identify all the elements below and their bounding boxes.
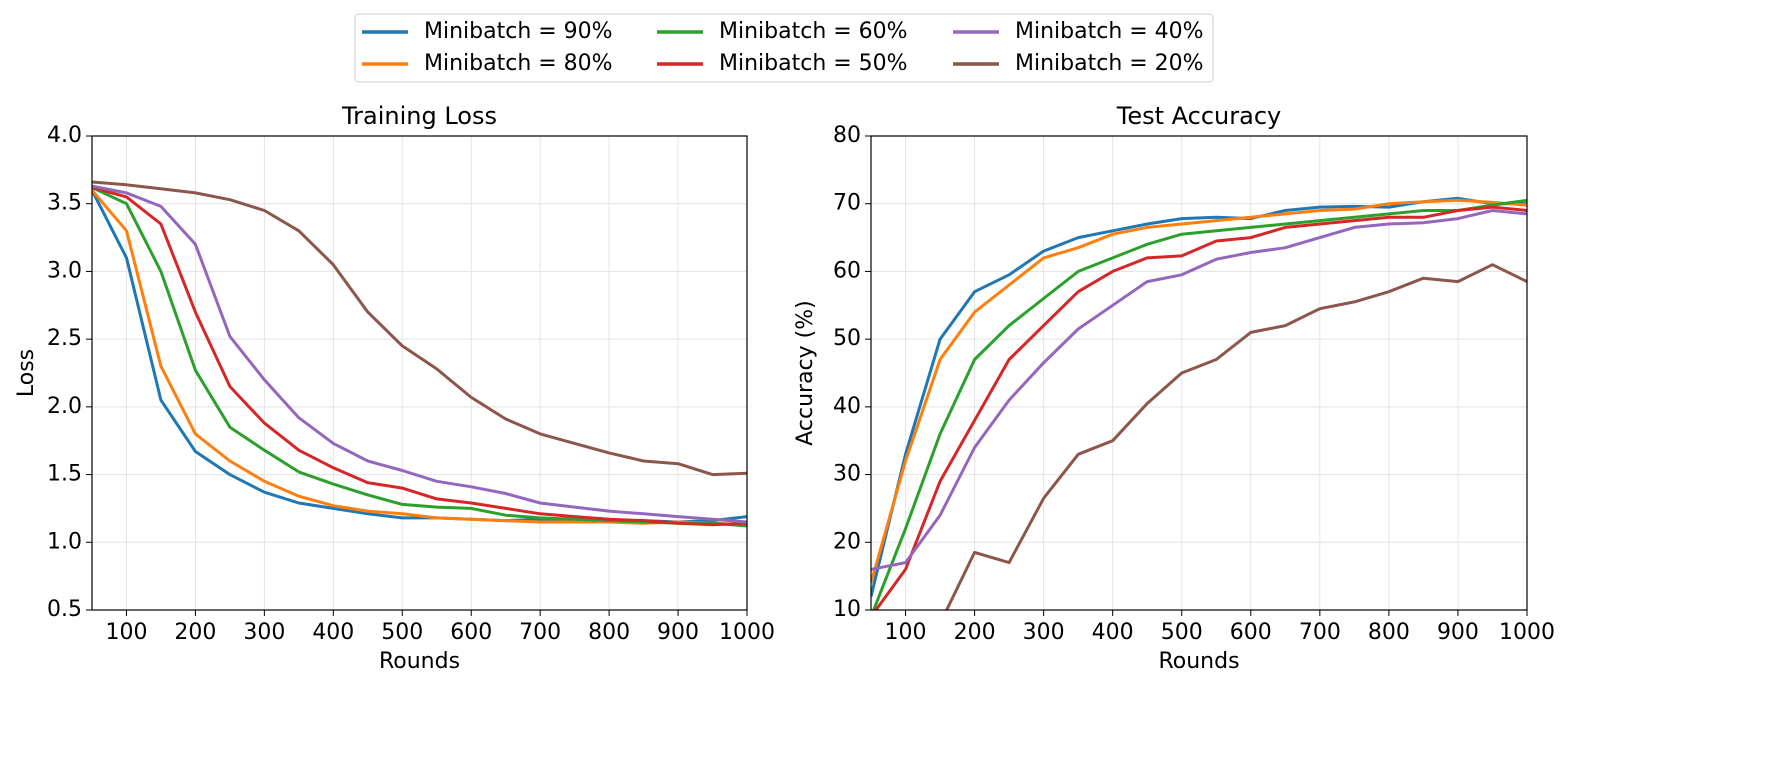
x-tick-label: 1000 <box>719 620 775 645</box>
y-tick-label: 60 <box>833 258 861 283</box>
x-tick-label: 600 <box>450 620 492 645</box>
y-tick-label: 40 <box>833 394 861 419</box>
x-tick-label: 900 <box>657 620 699 645</box>
y-tick-label: 0.5 <box>47 597 82 622</box>
x-tick-label: 200 <box>954 620 996 645</box>
y-tick-label: 3.5 <box>47 191 82 216</box>
data-line <box>92 180 747 477</box>
x-tick-label: 100 <box>885 620 927 645</box>
y-axis-label: Loss <box>14 349 39 397</box>
data-line <box>871 198 1527 584</box>
data-line <box>944 263 1527 610</box>
y-tick-label: 50 <box>833 326 861 351</box>
axes-frame <box>870 135 1528 611</box>
data-line <box>874 205 1527 610</box>
legend-label: Minibatch = 60% <box>719 19 908 44</box>
y-tick-label: 20 <box>833 529 861 554</box>
chart-title: Test Accuracy <box>1116 102 1281 130</box>
x-axis-label: Rounds <box>379 649 460 674</box>
x-tick-label: 500 <box>1161 620 1203 645</box>
y-axis-label: Accuracy (%) <box>793 300 818 446</box>
data-line <box>92 184 747 524</box>
y-tick-label: 2.0 <box>47 394 82 419</box>
data-line <box>871 196 1527 597</box>
x-tick-label: 800 <box>1368 620 1410 645</box>
y-tick-label: 3.0 <box>47 258 82 283</box>
x-tick-label: 700 <box>519 620 561 645</box>
data-line <box>872 198 1527 610</box>
axes-frame <box>91 135 748 611</box>
data-line <box>92 186 747 527</box>
x-tick-label: 300 <box>243 620 285 645</box>
chart-title: Training Loss <box>341 102 497 130</box>
x-tick-label: 900 <box>1437 620 1479 645</box>
y-tick-label: 80 <box>833 123 861 148</box>
legend-label: Minibatch = 20% <box>1015 51 1204 76</box>
y-tick-label: 1.5 <box>47 462 82 487</box>
x-tick-label: 400 <box>312 620 354 645</box>
y-tick-label: 30 <box>833 462 861 487</box>
y-tick-label: 10 <box>833 597 861 622</box>
legend-label: Minibatch = 90% <box>424 19 613 44</box>
legend-label: Minibatch = 80% <box>424 51 613 76</box>
x-tick-label: 1000 <box>1499 620 1555 645</box>
x-tick-label: 400 <box>1092 620 1134 645</box>
x-tick-label: 100 <box>105 620 147 645</box>
x-tick-label: 300 <box>1023 620 1065 645</box>
x-tick-label: 200 <box>174 620 216 645</box>
y-tick-label: 2.5 <box>47 326 82 351</box>
y-tick-label: 1.0 <box>47 529 82 554</box>
legend-label: Minibatch = 50% <box>719 51 908 76</box>
legend-label: Minibatch = 40% <box>1015 19 1204 44</box>
data-line <box>871 209 1527 571</box>
x-tick-label: 600 <box>1230 620 1272 645</box>
y-tick-label: 70 <box>833 191 861 216</box>
x-tick-label: 800 <box>588 620 630 645</box>
x-tick-label: 700 <box>1299 620 1341 645</box>
x-axis-label: Rounds <box>1158 649 1239 674</box>
x-tick-label: 500 <box>381 620 423 645</box>
y-tick-label: 4.0 <box>47 123 82 148</box>
